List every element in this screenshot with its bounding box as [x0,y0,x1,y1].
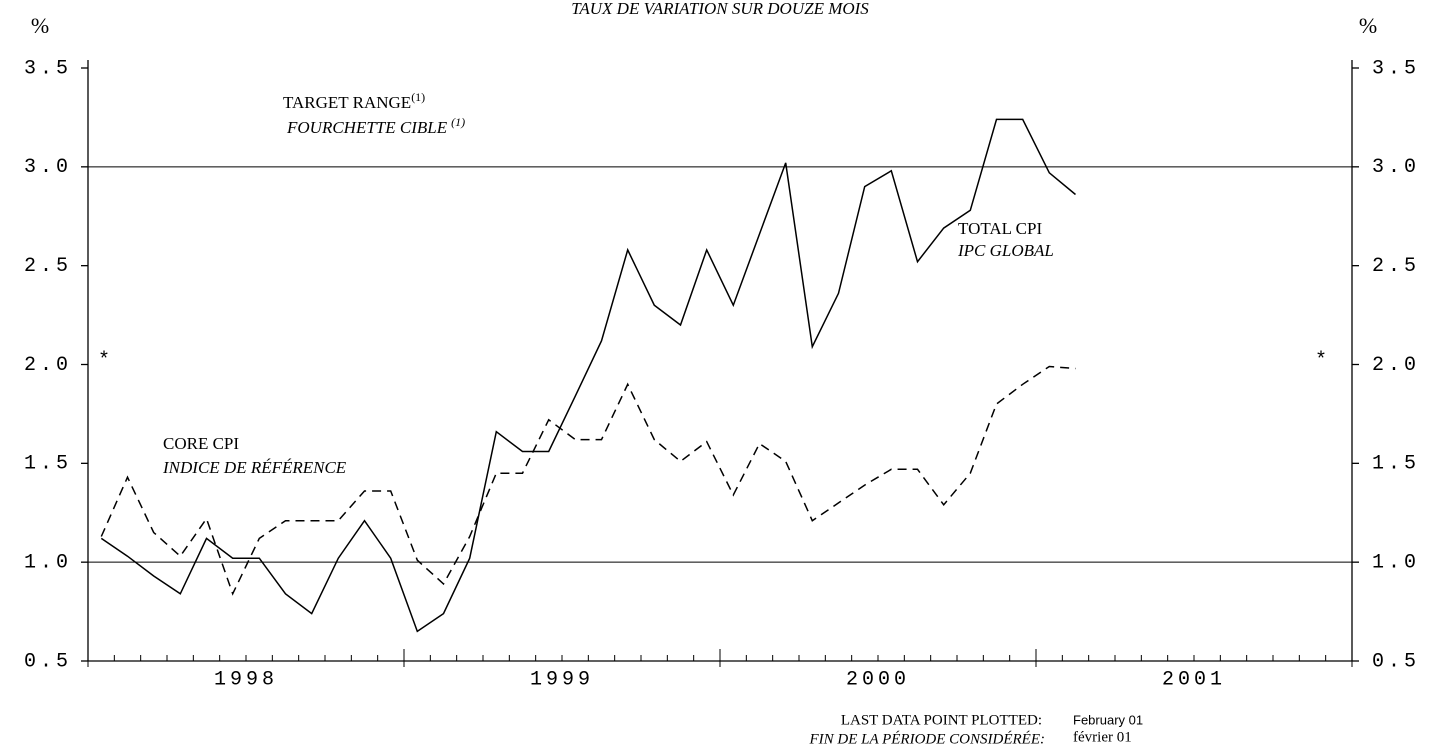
y-unit: % [1359,13,1377,38]
chart-title: TAUX DE VARIATION SUR DOUZE MOIS [571,0,869,18]
annotation: FOURCHETTE CIBLE (1) [286,115,465,137]
footer-date: février 01 [1073,729,1132,745]
footnote-ref: (1) [411,90,425,104]
y-tick-label: 1.5 [1372,453,1420,476]
x-tick-label: 2001 [1162,668,1226,691]
y-tick-label: 3.0 [1372,156,1420,179]
annotation: FOURCHETTE CIBLE [286,118,448,137]
annotation: TARGET RANGE(1) [283,90,425,112]
y-tick-label: 1.0 [24,551,72,574]
annotation: TARGET RANGE [283,93,411,112]
x-tick-label: 1999 [530,668,594,691]
footer-label: LAST DATA POINT PLOTTED: [841,712,1042,728]
y-tick-label: 1.5 [24,453,72,476]
footer-label: FIN DE LA PÉRIODE CONSIDÉRÉE: [808,730,1045,747]
series-label: IPC GLOBAL [957,241,1054,260]
y-tick-label: 3.0 [24,156,72,179]
y-tick-label: 0.5 [24,650,72,673]
y-tick-label: 2.0 [1372,354,1420,377]
x-tick-label: 1998 [214,668,278,691]
y-tick-label: 2.5 [1372,255,1420,278]
series-line [100,118,1076,633]
y-tick-label: 3.5 [1372,57,1420,80]
y-tick-label: 0.5 [1372,650,1420,673]
series-line [100,365,1076,596]
series-label: TOTAL CPI [958,219,1042,238]
series-label: CORE CPI [163,434,239,453]
footnote-ref: (1) [451,115,465,129]
y-tick-label: 2.0 [24,354,72,377]
marker: * [1315,349,1331,372]
y-tick-label: 2.5 [24,255,72,278]
y-tick-label: 1.0 [1372,551,1420,574]
y-tick-label: 3.5 [24,57,72,80]
footer-date: February 01 [1073,712,1143,727]
x-tick-label: 2000 [846,668,910,691]
y-unit: % [31,13,49,38]
marker: * [98,349,114,372]
series-label: INDICE DE RÉFÉRENCE [162,458,347,477]
